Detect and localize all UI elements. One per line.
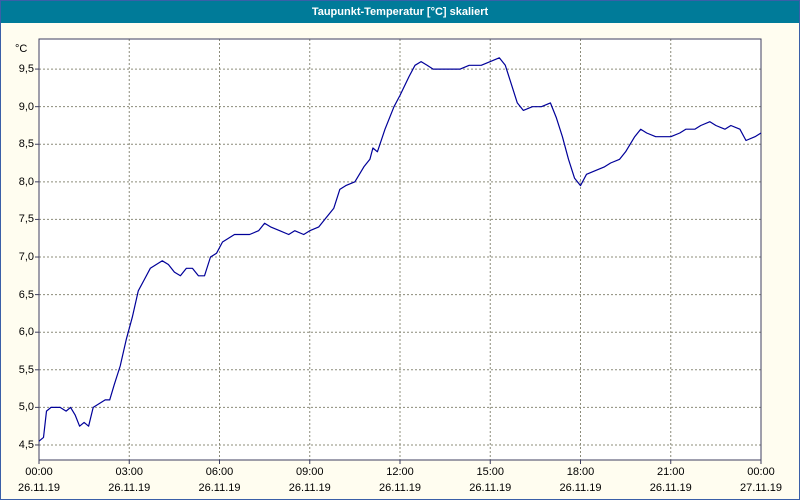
y-tick-label: 5,0 [18, 401, 34, 414]
y-tick-label: 8,0 [18, 175, 34, 188]
x-tick-time-label: 12:00 [386, 466, 414, 478]
x-tick-time-label: 00:00 [747, 466, 775, 478]
x-tick-date-label: 26.11.19 [288, 482, 331, 494]
y-tick-label: 9,5 [18, 63, 34, 76]
x-tick-time-label: 03:00 [115, 466, 144, 478]
x-tick-date-label: 26.11.19 [198, 482, 241, 494]
x-tick-time-label: 06:00 [205, 466, 234, 478]
x-tick-time-label: 21:00 [656, 466, 685, 478]
y-tick-label: 7,5 [18, 213, 34, 226]
x-tick-time-label: 09:00 [295, 466, 324, 478]
y-tick-label: 8,5 [18, 138, 34, 151]
x-tick-date-label: 26.11.19 [108, 482, 151, 494]
y-tick-label: 6,5 [18, 288, 34, 301]
y-tick-label: 7,0 [18, 251, 34, 264]
x-tick-date-label: 26.11.19 [469, 482, 512, 494]
y-tick-label: 9,0 [18, 100, 34, 113]
y-tick-label: 6,0 [18, 326, 34, 339]
x-tick-date-label: 26.11.19 [649, 482, 692, 494]
x-tick-date-label: 26.11.19 [17, 482, 61, 494]
plot-frame [38, 38, 762, 461]
title-bar: Taupunkt-Temperatur [°C] skaliert [1, 1, 799, 23]
x-tick-time-label: 00:00 [25, 466, 53, 478]
x-tick-date-label: 26.11.19 [559, 482, 602, 494]
y-tick-label: 4,5 [18, 438, 34, 451]
chart-canvas [35, 38, 762, 464]
x-tick-date-label: 27.11.19 [739, 482, 783, 494]
y-tick-label: 5,5 [18, 363, 34, 376]
x-tick-time-label: 18:00 [566, 466, 595, 478]
plot-area [39, 39, 761, 460]
y-axis-unit: °C [15, 43, 28, 55]
window-title: Taupunkt-Temperatur [°C] skaliert [311, 6, 489, 18]
x-tick-date-label: 26.11.19 [378, 482, 422, 494]
chart-container: °C 4,5 5,0 5,5 6,0 6,5 7,0 7,5 8,0 8,5 9,0 9,5 00:… [1, 23, 799, 499]
x-tick-time-label: 15:00 [476, 466, 505, 478]
dewpoint-series-line [38, 57, 762, 442]
